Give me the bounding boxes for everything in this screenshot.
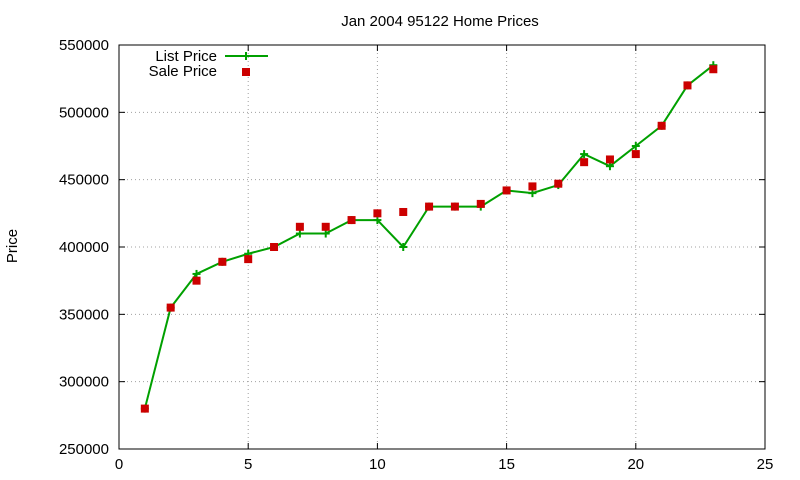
list-price-point [528,189,537,198]
legend-list-price-label: List Price [155,48,217,65]
list-price-point [580,150,589,159]
list-price-point [192,269,201,278]
sale-price-point [476,199,485,208]
y-axis-label: Price [4,229,21,263]
sale-price-point [192,276,201,285]
list-price-point [321,229,330,238]
list-price-point [631,142,640,150]
sale-price-point [425,202,434,211]
list-price-point [373,216,382,225]
sale-price-point [554,179,563,188]
axis-ticks: 0 5 10 15 20 25 250000 300000 350000 400000 450000… [59,37,773,473]
data-series [140,61,718,413]
y-tick-label: 250000 [59,441,109,458]
x-tick-label: 0 [115,456,123,473]
sale-price-point [244,255,253,264]
sale-price-point [166,303,175,312]
sale-price-point [528,182,537,191]
sale-price-point [709,65,718,74]
x-tick-label: 20 [627,456,644,473]
sale-price-point [450,202,459,211]
sale-price-point [683,81,692,90]
y-tick-label: 550000 [59,37,109,54]
sale-price-point [321,222,330,231]
sale-price-point [218,257,227,266]
list-price-line [143,64,714,409]
y-tick-label: 450000 [59,172,109,189]
sale-price-point [295,222,304,231]
list-price-point [295,229,304,238]
grid-lines [119,45,765,449]
y-tick-label: 350000 [59,306,109,323]
plot-frame [118,44,766,450]
sale-price-point [270,243,279,251]
chart-title: Jan 2004 95122 Home Prices [341,13,539,30]
sale-price-point [347,216,356,225]
y-tick-label: 300000 [59,374,109,391]
sale-price-point [580,158,589,167]
x-tick-label: 5 [244,456,252,473]
legend-sale-price-marker [242,68,250,76]
y-tick-label: 400000 [59,239,109,256]
x-tick-label: 10 [369,456,386,473]
sale-price-point [399,207,408,216]
list-price-point [399,243,408,251]
x-tick-label: 15 [498,456,515,473]
y-tick-label: 500000 [59,104,109,121]
sale-price-point [657,121,666,130]
x-tick-label: 25 [757,456,774,473]
legend-sale-price-label: Sale Price [149,63,217,80]
sale-price-point [631,150,640,159]
sale-price-point [373,209,382,218]
list-price-point [605,162,614,171]
sale-price-point [605,155,614,164]
sale-price-point [502,186,511,195]
sale-price-point [140,404,149,413]
